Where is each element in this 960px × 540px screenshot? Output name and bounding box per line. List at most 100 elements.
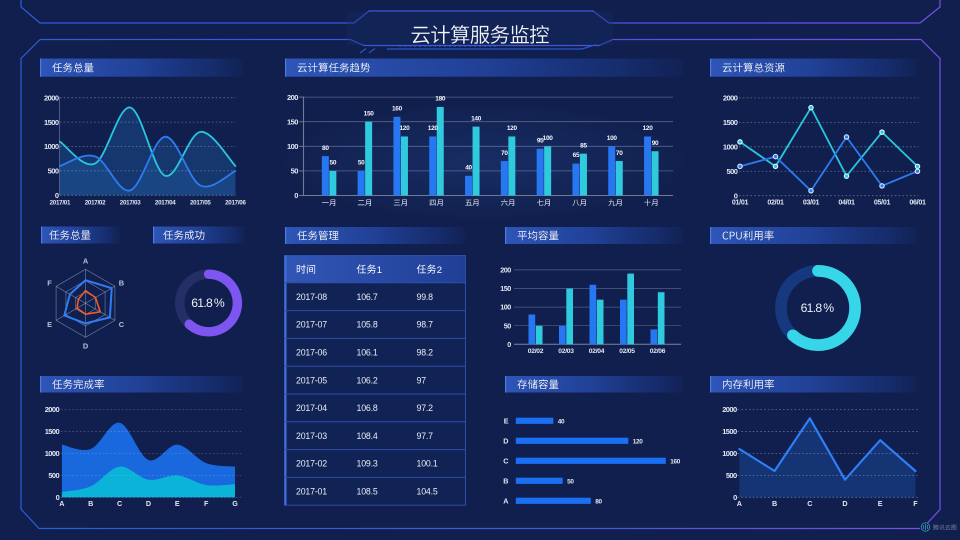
svg-text:120: 120 — [643, 125, 654, 132]
svg-text:0: 0 — [733, 493, 737, 502]
svg-text:2000: 2000 — [44, 93, 59, 102]
svg-text:2000: 2000 — [723, 94, 738, 103]
svg-text:160: 160 — [670, 459, 681, 466]
svg-text:A: A — [737, 499, 742, 508]
svg-text:C: C — [807, 499, 812, 508]
svg-text:120: 120 — [428, 125, 439, 132]
svg-text:F: F — [47, 278, 52, 287]
svg-text:2: 2 — [437, 265, 442, 276]
svg-text:A: A — [59, 499, 64, 508]
svg-text:97.2: 97.2 — [417, 403, 434, 413]
svg-text:98.2: 98.2 — [417, 348, 434, 358]
svg-text:2017-05: 2017-05 — [296, 375, 327, 385]
svg-text:A: A — [503, 497, 508, 506]
svg-text:61.8 %: 61.8 % — [191, 296, 225, 310]
svg-text:2000: 2000 — [45, 405, 60, 414]
svg-text:500: 500 — [48, 167, 59, 176]
svg-text:99.8: 99.8 — [417, 292, 434, 302]
svg-text:02/06: 02/06 — [650, 348, 666, 355]
svg-text:1500: 1500 — [44, 118, 59, 127]
svg-text:1500: 1500 — [722, 427, 737, 436]
svg-text:40: 40 — [465, 165, 472, 172]
svg-text:2017/04: 2017/04 — [155, 200, 176, 207]
svg-text:02/02: 02/02 — [528, 348, 544, 355]
svg-text:100: 100 — [287, 142, 298, 151]
svg-text:B: B — [772, 499, 777, 508]
svg-text:0: 0 — [734, 191, 738, 200]
svg-text:65: 65 — [573, 152, 580, 159]
svg-text:2017-03: 2017-03 — [296, 431, 327, 441]
svg-text:80: 80 — [322, 145, 329, 152]
svg-text:B: B — [88, 499, 93, 508]
svg-text:50: 50 — [504, 321, 511, 330]
svg-text:0: 0 — [294, 191, 298, 200]
svg-text:98.7: 98.7 — [417, 320, 434, 330]
svg-text:E: E — [47, 320, 52, 329]
svg-text:150: 150 — [364, 110, 375, 117]
svg-text:1000: 1000 — [723, 143, 738, 152]
svg-text:01/01: 01/01 — [732, 199, 749, 207]
svg-text:D: D — [503, 437, 508, 446]
svg-text:E: E — [504, 417, 509, 426]
svg-text:50: 50 — [567, 479, 574, 486]
svg-text:2017-02: 2017-02 — [296, 459, 327, 469]
svg-text:50: 50 — [291, 167, 299, 176]
svg-text:B: B — [119, 278, 124, 287]
svg-text:500: 500 — [48, 471, 59, 480]
svg-text:04/01: 04/01 — [838, 199, 855, 207]
svg-text:100: 100 — [543, 135, 554, 142]
svg-text:120: 120 — [633, 439, 644, 446]
svg-text:B: B — [503, 477, 508, 486]
svg-text:02/03: 02/03 — [558, 348, 574, 355]
svg-text:A: A — [83, 257, 89, 266]
svg-text:100: 100 — [607, 135, 618, 142]
svg-text:104.5: 104.5 — [417, 487, 438, 497]
svg-text:05/01: 05/01 — [874, 199, 891, 207]
svg-text:2017-04: 2017-04 — [296, 403, 327, 413]
svg-text:40: 40 — [558, 419, 565, 426]
svg-text:85: 85 — [580, 142, 587, 149]
svg-text:1: 1 — [377, 265, 382, 276]
svg-text:03/01: 03/01 — [803, 199, 820, 207]
svg-text:F: F — [204, 499, 209, 508]
svg-text:105.8: 105.8 — [357, 320, 378, 330]
svg-text:106.7: 106.7 — [357, 292, 378, 302]
svg-text:2017-07: 2017-07 — [296, 320, 327, 330]
svg-text:2017/01: 2017/01 — [50, 200, 71, 207]
svg-text:0: 0 — [56, 493, 60, 502]
svg-text:06/01: 06/01 — [909, 199, 926, 207]
svg-text:2017/02: 2017/02 — [85, 200, 106, 207]
svg-text:100.1: 100.1 — [417, 459, 438, 469]
svg-text:95: 95 — [537, 137, 544, 144]
svg-text:106.2: 106.2 — [357, 375, 378, 385]
svg-text:2017/06: 2017/06 — [225, 200, 246, 207]
svg-text:1500: 1500 — [45, 427, 60, 436]
svg-text:C: C — [119, 320, 125, 329]
svg-text:2000: 2000 — [722, 405, 737, 414]
svg-text:E: E — [175, 499, 180, 508]
svg-text:70: 70 — [616, 150, 623, 157]
svg-text:E: E — [878, 499, 883, 508]
svg-text:61.8 %: 61.8 % — [801, 301, 835, 315]
svg-text:180: 180 — [435, 96, 446, 103]
svg-text:G: G — [232, 499, 238, 508]
svg-text:120: 120 — [507, 125, 518, 132]
svg-text:140: 140 — [471, 115, 482, 122]
svg-text:97.7: 97.7 — [417, 431, 434, 441]
svg-text:2017-06: 2017-06 — [296, 348, 327, 358]
svg-text:106.1: 106.1 — [357, 348, 378, 358]
svg-text:1000: 1000 — [45, 449, 60, 458]
svg-text:80: 80 — [595, 499, 602, 506]
svg-text:50: 50 — [358, 160, 365, 167]
svg-text:500: 500 — [726, 471, 737, 480]
svg-text:120: 120 — [399, 125, 410, 132]
svg-text:1000: 1000 — [44, 142, 59, 151]
svg-text:0: 0 — [55, 191, 59, 200]
svg-text:D: D — [842, 499, 847, 508]
svg-text:108.5: 108.5 — [357, 487, 378, 497]
svg-text:200: 200 — [287, 93, 298, 102]
svg-text:D: D — [83, 342, 89, 351]
svg-text:97: 97 — [417, 375, 427, 385]
svg-text:90: 90 — [652, 140, 659, 147]
svg-text:160: 160 — [392, 105, 403, 112]
